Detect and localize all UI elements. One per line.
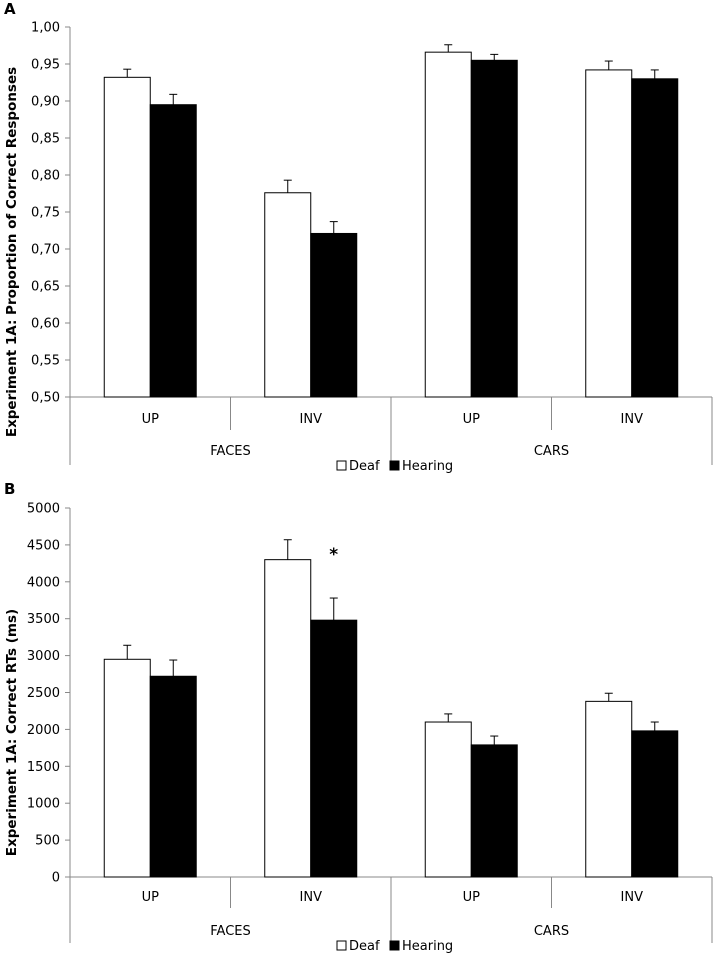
y-tick-label: 0 — [52, 871, 60, 886]
x-category-label: INV — [300, 412, 323, 427]
bar-hearing — [631, 78, 679, 398]
x-category-label: INV — [621, 412, 644, 427]
y-axis-label: Experiment 1A: Correct RTs (ms) — [4, 609, 20, 856]
bar-deaf — [264, 559, 312, 878]
y-tick-label: 1500 — [27, 760, 60, 775]
legend-label-deaf: Deaf — [349, 459, 380, 474]
x-category-label: UP — [463, 890, 481, 905]
x-category-label: UP — [463, 412, 481, 427]
panel-label: B — [4, 480, 15, 498]
x-category-label: UP — [142, 890, 160, 905]
bar-deaf — [424, 721, 472, 878]
y-tick-label: 3000 — [27, 649, 60, 664]
x-group-label: FACES — [210, 924, 251, 939]
bar-hearing — [149, 104, 197, 398]
bar-hearing — [149, 675, 197, 878]
bar-hearing — [310, 619, 358, 878]
y-tick-label: 0,80 — [31, 169, 60, 184]
x-category-label: INV — [621, 890, 644, 905]
y-tick-label: 2500 — [27, 686, 60, 701]
y-tick-label: 1,00 — [31, 21, 60, 36]
bar-deaf — [264, 192, 312, 398]
y-tick-label: 0,55 — [31, 354, 60, 369]
y-tick-label: 500 — [35, 834, 60, 849]
x-category-label: UP — [142, 412, 160, 427]
bar-hearing — [631, 730, 679, 878]
y-tick-label: 0,70 — [31, 243, 60, 258]
legend-label-deaf: Deaf — [349, 939, 380, 954]
y-tick-label: 1000 — [27, 797, 60, 812]
x-category-label: INV — [300, 890, 323, 905]
y-tick-label: 4500 — [27, 538, 60, 553]
legend-swatch-deaf — [336, 460, 347, 471]
significance-marker: * — [329, 545, 338, 565]
bar-hearing — [310, 232, 358, 398]
legend-label-hearing: Hearing — [402, 459, 453, 474]
y-tick-label: 0,90 — [31, 95, 60, 110]
bar-deaf — [103, 76, 151, 398]
y-tick-label: 0,50 — [31, 391, 60, 406]
bar-deaf — [424, 51, 472, 398]
y-tick-label: 0,85 — [31, 132, 60, 147]
y-tick-label: 0,60 — [31, 317, 60, 332]
y-tick-label: 0,75 — [31, 206, 60, 221]
y-tick-label: 0,95 — [31, 58, 60, 73]
x-group-label: CARS — [534, 444, 569, 459]
x-group-label: CARS — [534, 924, 569, 939]
bar-hearing — [470, 59, 518, 398]
y-tick-label: 4000 — [27, 575, 60, 590]
legend-label-hearing: Hearing — [402, 939, 453, 954]
legend-swatch-hearing — [389, 940, 400, 951]
y-tick-label: 0,65 — [31, 280, 60, 295]
bar-deaf — [103, 658, 151, 878]
legend-swatch-hearing — [389, 460, 400, 471]
bar-deaf — [585, 69, 633, 398]
chart-panel-b: B Experiment 1A: Correct RTs (ms) 0 500 1000… — [4, 480, 713, 954]
y-tick-label: 3500 — [27, 612, 60, 627]
chart-panel-a: A Experiment 1A: Proportion of Correct Re… — [4, 0, 713, 474]
panel-label: A — [4, 0, 16, 18]
legend-swatch-deaf — [336, 940, 347, 951]
x-group-label: FACES — [210, 444, 251, 459]
y-tick-label: 5000 — [27, 502, 60, 517]
bar-deaf — [585, 700, 633, 878]
y-tick-label: 2000 — [27, 723, 60, 738]
y-axis-label: Experiment 1A: Proportion of Correct Res… — [4, 67, 20, 437]
bar-hearing — [470, 744, 518, 878]
